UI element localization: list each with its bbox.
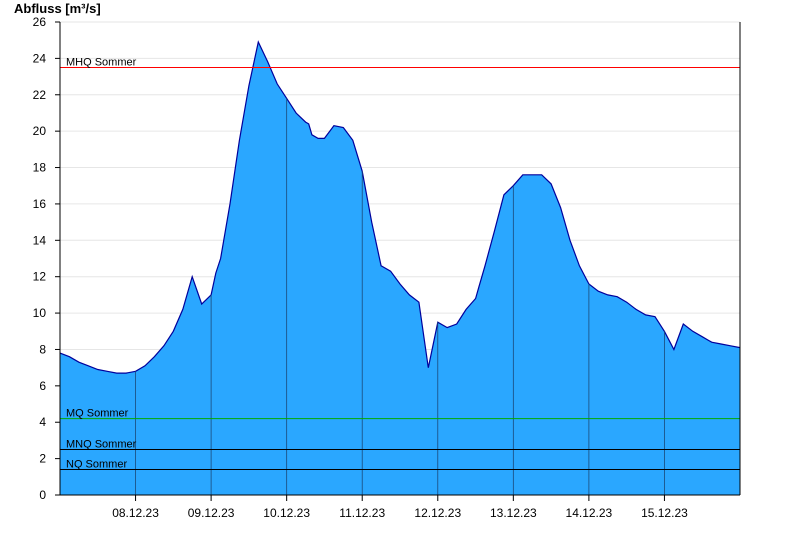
y-tick-label: 10 [33, 306, 47, 320]
x-tick-label: 15.12.23 [641, 506, 688, 520]
y-tick-label: 20 [33, 124, 47, 138]
y-tick-label: 0 [39, 488, 46, 502]
x-tick-label: 12.12.23 [414, 506, 461, 520]
y-tick-label: 18 [33, 161, 47, 175]
y-tick-label: 22 [33, 88, 47, 102]
x-tick-label: 10.12.23 [263, 506, 310, 520]
x-tick-label: 13.12.23 [490, 506, 537, 520]
axes [59, 22, 741, 496]
reference-lines: MHQ Sommer MQ Sommer MNQ Sommer NQ Sommer [60, 56, 740, 471]
x-tick-label: 08.12.23 [112, 506, 159, 520]
reference-line-label: MNQ Sommer [66, 439, 137, 451]
x-tick-label: 09.12.23 [188, 506, 235, 520]
reference-line-label: MHQ Sommer [66, 56, 137, 68]
day-divider-lines [135, 98, 665, 495]
discharge-fill [60, 42, 740, 495]
y-tick-label: 14 [33, 233, 47, 247]
reference-line-label: MQ Sommer [66, 408, 129, 420]
x-tick-labels: 08.12.23 09.12.23 10.12.23 11.12.23 12.12.23… [112, 495, 688, 520]
y-tick-label: 4 [39, 415, 46, 429]
y-tick-label: 8 [39, 342, 46, 356]
y-tick-label: 6 [39, 379, 46, 393]
y-tick-label: 26 [33, 15, 47, 29]
y-tick-label: 24 [33, 51, 47, 65]
discharge-line [59, 40, 741, 374]
y-axis-label: Abfluss [m³/s] [14, 1, 101, 16]
x-tick-label: 11.12.23 [339, 506, 385, 520]
y-tick-label: 2 [39, 452, 46, 466]
y-tick-label: 12 [33, 270, 47, 284]
reference-line-label: NQ Sommer [66, 459, 127, 471]
x-tick-label: 14.12.23 [566, 506, 613, 520]
y-tick-label: 16 [33, 197, 47, 211]
discharge-area [59, 40, 741, 495]
